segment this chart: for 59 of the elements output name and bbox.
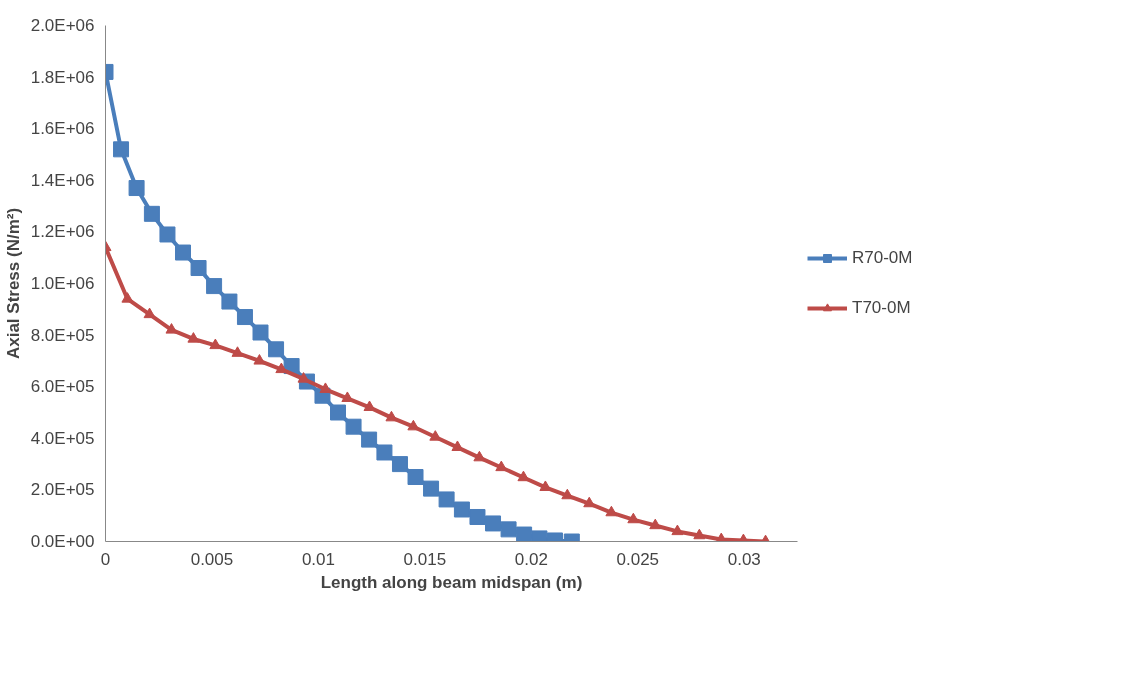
point [469, 508, 486, 525]
point [206, 278, 223, 295]
y-tick-label: 4.0E+05 [30, 428, 95, 448]
x-tick-label: 0.015 [403, 549, 447, 569]
point [361, 431, 378, 448]
point [143, 307, 156, 319]
y-tick-label: 8.0E+05 [30, 325, 95, 345]
point [345, 418, 362, 435]
legend-label: T70-0M [852, 298, 912, 318]
point [407, 469, 424, 485]
point [423, 480, 440, 497]
point [159, 226, 176, 243]
x-tick-label: 0.02 [514, 549, 548, 569]
point [187, 332, 200, 343]
x-tick-label: 0.025 [616, 549, 660, 569]
point [113, 141, 130, 158]
x-axis-title: Length along beam midspan (m) [320, 572, 583, 592]
y-tick-label: 1.6E+06 [30, 119, 95, 139]
point [190, 260, 207, 277]
point [693, 528, 706, 540]
y-tick-label: 2.0E+05 [30, 480, 95, 500]
point [231, 346, 244, 357]
point [236, 309, 253, 326]
point [253, 354, 266, 365]
point [516, 526, 533, 542]
point [561, 488, 574, 500]
point [268, 341, 285, 358]
y-tick-label: 1.2E+06 [30, 222, 95, 242]
point [252, 324, 269, 341]
point [209, 338, 222, 350]
y-tick-label: 1.0E+06 [30, 274, 95, 293]
point [649, 518, 662, 530]
point [175, 244, 191, 261]
point [627, 512, 640, 524]
y-tick-label: 1.4E+06 [30, 170, 95, 190]
point [121, 292, 134, 303]
point [671, 524, 684, 536]
y-axis-title: Axial Stress (N/m²) [3, 207, 23, 360]
point [605, 505, 618, 517]
x-tick-label: 0.01 [301, 549, 335, 569]
y-tick-label: 2.0E+06 [30, 16, 95, 35]
x-tick-label: 0 [100, 549, 111, 569]
y-tick-label: 6.0E+05 [30, 377, 95, 397]
point [485, 515, 502, 532]
y-tick-label: 0.0E+00 [30, 532, 95, 551]
y-tick-label: 1.8E+06 [30, 67, 95, 87]
point [385, 410, 398, 422]
x-tick-label: 0.03 [727, 549, 761, 569]
point [128, 180, 145, 197]
point [143, 205, 160, 222]
point [376, 444, 393, 461]
point [391, 456, 408, 473]
legend-label: R70-0M [852, 248, 914, 268]
point [221, 293, 238, 310]
point [453, 501, 470, 518]
point [438, 491, 455, 508]
point [330, 404, 347, 421]
point [500, 521, 517, 538]
x-tick-label: 0.005 [190, 549, 234, 569]
